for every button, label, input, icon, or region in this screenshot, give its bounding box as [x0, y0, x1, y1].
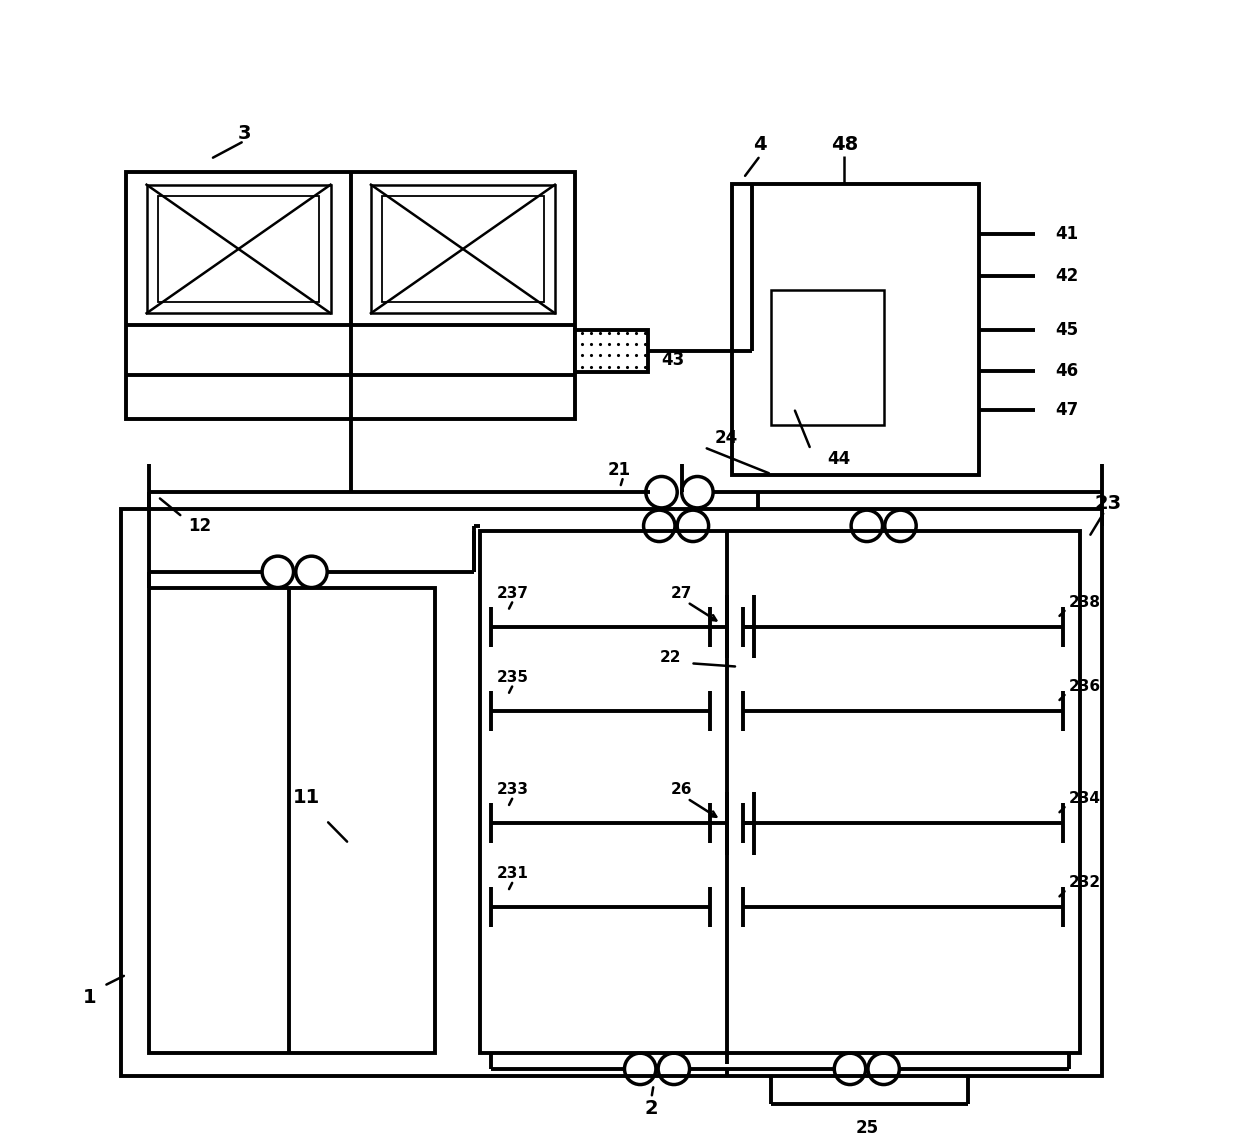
Text: 3: 3: [237, 123, 250, 143]
Bar: [157, 196, 320, 302]
Text: 47: 47: [1055, 402, 1079, 419]
Text: 2: 2: [645, 1099, 658, 1118]
Text: 27: 27: [671, 585, 692, 600]
Text: 21: 21: [608, 461, 631, 479]
Bar: [480, 532, 1080, 1053]
Text: 25: 25: [856, 1119, 878, 1138]
Bar: [575, 330, 649, 372]
Bar: [382, 196, 543, 302]
Text: 1: 1: [82, 988, 95, 1006]
Text: 41: 41: [1055, 225, 1079, 243]
Text: 42: 42: [1055, 267, 1079, 284]
Bar: [146, 185, 331, 314]
Bar: [771, 290, 884, 424]
Bar: [732, 184, 980, 476]
Text: 11: 11: [293, 787, 320, 807]
Text: 48: 48: [831, 135, 858, 154]
Text: 237: 237: [496, 585, 528, 600]
Text: 238: 238: [1069, 594, 1101, 609]
Text: 45: 45: [1055, 321, 1079, 339]
Text: 26: 26: [671, 782, 692, 798]
Text: 231: 231: [496, 866, 528, 881]
Text: 12: 12: [187, 517, 211, 535]
Bar: [126, 172, 575, 419]
Text: 232: 232: [1069, 875, 1101, 890]
Text: 233: 233: [496, 782, 528, 798]
Bar: [371, 185, 556, 314]
Text: 22: 22: [660, 650, 682, 665]
Text: 46: 46: [1055, 362, 1079, 380]
Text: 234: 234: [1069, 791, 1101, 806]
Text: 23: 23: [1095, 494, 1122, 513]
Bar: [149, 588, 435, 1053]
Text: 236: 236: [1069, 679, 1101, 694]
Bar: [120, 509, 1102, 1076]
Text: 235: 235: [496, 670, 528, 685]
Text: 24: 24: [715, 429, 738, 447]
Text: 4: 4: [754, 135, 768, 154]
Text: 43: 43: [661, 350, 684, 369]
Text: 44: 44: [827, 450, 851, 468]
